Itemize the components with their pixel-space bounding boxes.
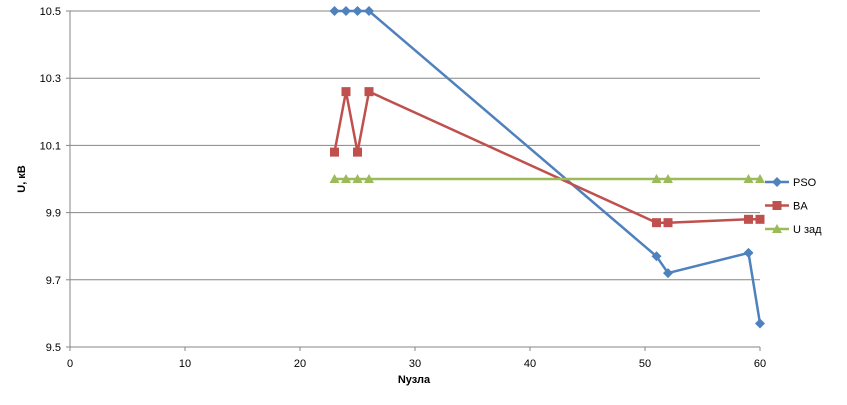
data-point-pso — [341, 6, 351, 16]
data-point-ba — [341, 87, 351, 97]
data-point-pso — [663, 268, 673, 279]
y-tick-label: 9.9 — [46, 208, 61, 220]
y-tick-label: 9.5 — [46, 342, 61, 354]
series-ba — [330, 87, 765, 228]
x-tick-label: 40 — [524, 358, 536, 370]
series-u-зад — [329, 174, 765, 183]
x-tick-label: 10 — [179, 358, 191, 370]
x-tick-label: 20 — [294, 358, 306, 370]
x-tick-label: 30 — [409, 358, 421, 370]
legend-marker — [772, 177, 782, 187]
legend-item-u-зад: U зад — [765, 224, 822, 236]
data-point-pso — [651, 251, 662, 262]
data-point-u-зад — [663, 174, 673, 183]
y-axis-title: U, кВ — [16, 165, 28, 193]
series-pso — [329, 6, 765, 329]
data-point-u-зад — [329, 174, 340, 183]
legend-marker — [772, 224, 782, 233]
series-line-ba — [333, 90, 760, 224]
y-tick-label: 10.1 — [40, 140, 61, 152]
data-point-ba — [663, 218, 673, 228]
legend-item-ba: BA — [765, 201, 808, 213]
data-point-ba — [755, 214, 765, 224]
series-line-pso — [334, 9, 762, 324]
data-point-u-зад — [364, 174, 374, 183]
data-point-ba — [330, 147, 339, 157]
legend-item-pso: PSO — [765, 177, 817, 189]
x-axis-title: Nузла — [398, 374, 431, 386]
legend-label: BA — [793, 201, 808, 213]
data-point-u-зад — [651, 174, 662, 183]
legend-marker — [772, 201, 782, 210]
series-area — [329, 6, 765, 329]
data-point-u-зад — [341, 174, 351, 183]
data-point-u-зад — [743, 174, 754, 183]
x-tick-label: 50 — [639, 358, 651, 370]
legend: PSO BA U зад — [765, 177, 822, 236]
y-tick-label: 10.5 — [40, 6, 61, 18]
data-point-ba — [353, 147, 362, 157]
data-point-u-зад — [755, 174, 765, 183]
data-point-ba — [652, 218, 661, 228]
axes: 9.5 9.7 9.9 10.1 10.3 10.5 0 10 20 30 40 50 60 — [40, 6, 767, 370]
x-tick-label: 60 — [754, 358, 766, 370]
data-point-pso — [364, 6, 374, 16]
data-point-u-зад — [352, 174, 363, 183]
data-point-pso — [755, 318, 765, 329]
y-tick-label: 9.7 — [46, 275, 61, 287]
data-point-pso — [329, 6, 340, 16]
y-tick-label: 10.3 — [40, 73, 61, 85]
legend-label: U зад — [793, 224, 822, 236]
data-point-pso — [352, 6, 363, 16]
x-tick-label: 0 — [67, 358, 73, 370]
data-point-pso — [743, 247, 754, 258]
data-point-ba — [364, 87, 374, 97]
data-point-ba — [744, 214, 753, 224]
grid — [70, 10, 760, 281]
legend-label: PSO — [793, 177, 817, 189]
